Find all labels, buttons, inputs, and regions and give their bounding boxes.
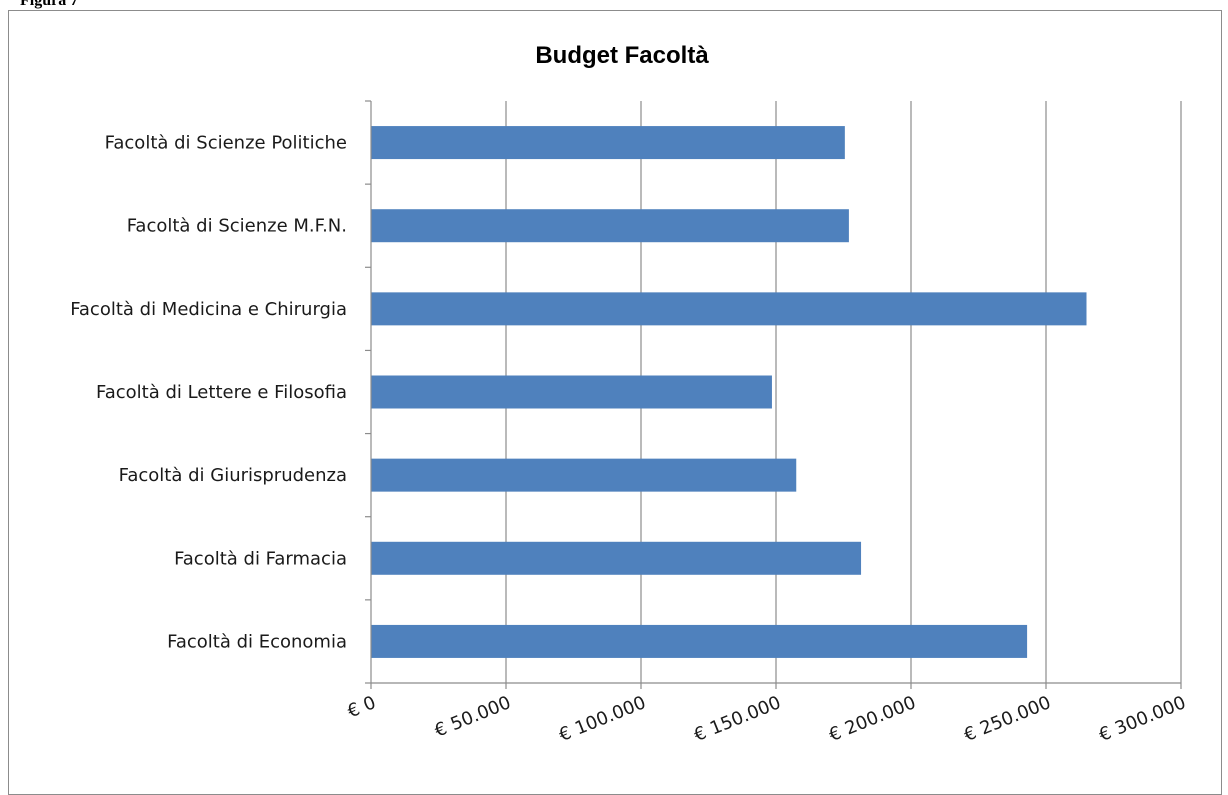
chart-title: Budget Facoltà — [535, 42, 709, 69]
bar — [371, 209, 849, 243]
bar — [371, 375, 772, 409]
category-label: Facoltà di Scienze M.F.N. — [127, 216, 347, 237]
x-tick-label: € 200.000 — [826, 692, 919, 746]
x-tick-label: € 100.000 — [556, 692, 649, 746]
axes — [365, 100, 1182, 689]
x-tick-label: € 300.000 — [1096, 692, 1189, 746]
bar — [371, 126, 845, 160]
category-label: Facoltà di Giurisprudenza — [119, 465, 347, 486]
bar — [371, 292, 1087, 326]
x-tick-label: € 250.000 — [961, 692, 1054, 746]
bar — [371, 458, 797, 492]
category-label: Facoltà di Lettere e Filosofia — [96, 382, 347, 403]
figure-caption: Figura 7 — [20, 0, 79, 9]
x-tick-label: € 150.000 — [691, 692, 784, 746]
bars — [371, 126, 1087, 658]
x-tick-label: € 0 — [344, 692, 378, 722]
tick-labels: € 0 € 50.000 € 100.000 € 150.000 € 200.000 € … — [344, 692, 1188, 746]
category-label: Facoltà di Scienze Politiche — [105, 133, 347, 154]
category-label: Facoltà di Economia — [167, 631, 347, 652]
category-label: Facoltà di Medicina e Chirurgia — [70, 299, 347, 320]
category-labels: Facoltà di Scienze Politiche Facoltà di S… — [70, 133, 347, 653]
bar — [371, 624, 1028, 658]
x-tick-label: € 50.000 — [432, 692, 514, 741]
category-label: Facoltà di Farmacia — [174, 548, 347, 569]
bar — [371, 541, 862, 575]
